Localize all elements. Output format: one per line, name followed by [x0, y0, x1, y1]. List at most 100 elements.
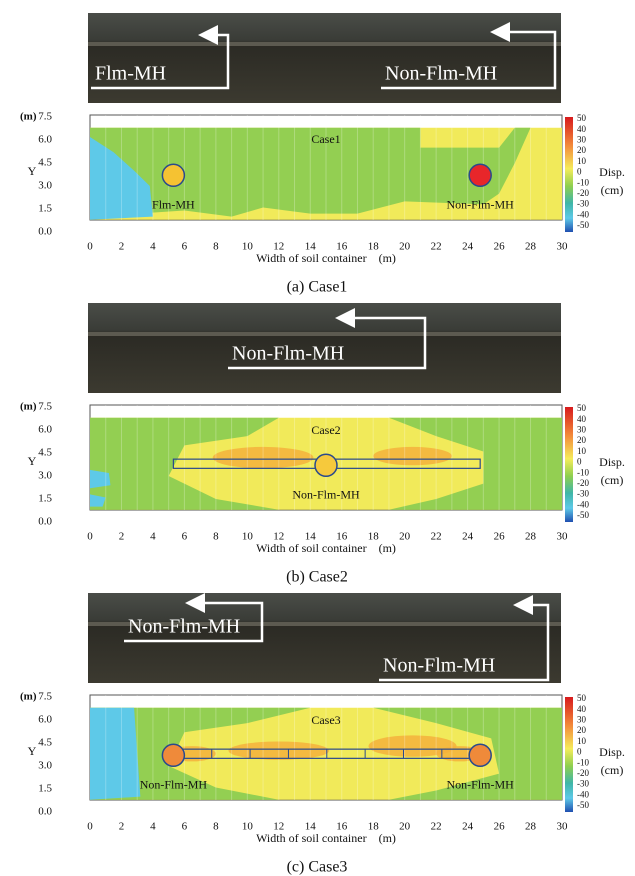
- colorbar-tick-label: 0: [577, 167, 582, 177]
- y-unit: (m): [20, 401, 37, 413]
- colorbar-tick-label: -30: [577, 199, 589, 209]
- colorbar-unit: (cm): [601, 763, 624, 777]
- colorbar-tick-label: -40: [577, 209, 589, 219]
- colorbar-tick-label: 30: [577, 424, 587, 434]
- colorbar-tick-label: -50: [577, 510, 589, 520]
- colorbar-tick-label: -20: [577, 478, 589, 488]
- colorbar-tick-label: -40: [577, 499, 589, 509]
- y-tick-label: 1.5: [38, 783, 52, 795]
- x-tick-label: 26: [494, 821, 506, 833]
- x-tick-label: 28: [525, 821, 537, 833]
- site-marker: [469, 744, 491, 766]
- site-label: Non-Flm-MH: [140, 778, 208, 792]
- y-tick-label: 4.5: [38, 447, 52, 459]
- colorbar-tick-label: 30: [577, 134, 587, 144]
- panel: Flm-MHNon-Flm-MHCase1Flm-MHNon-Flm-MH7.5…: [20, 13, 625, 296]
- caption: (b) Case2: [286, 569, 348, 586]
- x-tick-label: 24: [462, 531, 474, 543]
- colorbar-unit: (cm): [601, 183, 624, 197]
- site-marker: [162, 164, 184, 186]
- site-label: Non-Flm-MH: [292, 488, 360, 502]
- colorbar-tick-label: 50: [577, 693, 587, 703]
- x-tick-label: 24: [462, 241, 474, 253]
- colorbar-tick-label: 0: [577, 457, 582, 467]
- x-tick-label: 26: [494, 531, 506, 543]
- x-tick-label: 6: [182, 821, 188, 833]
- colorbar-tick-label: 20: [577, 725, 587, 735]
- x-tick-label: 8: [213, 241, 219, 253]
- y-tick-label: 6.0: [38, 714, 52, 726]
- colorbar-tick-label: 20: [577, 145, 587, 155]
- x-tick-label: 10: [242, 531, 254, 543]
- x-tick-label: 30: [557, 241, 569, 253]
- x-tick-label: 22: [431, 241, 442, 253]
- case-label: Case2: [311, 423, 340, 437]
- y-tick-label: 6.0: [38, 134, 52, 146]
- colorbar-tick-label: 0: [577, 747, 582, 757]
- photo-edge: [88, 42, 561, 46]
- photo-label: Non-Flm-MH: [232, 343, 344, 365]
- colorbar: [565, 407, 573, 522]
- y-tick-label: 3.0: [38, 470, 52, 482]
- y-tick-label: 0.0: [38, 806, 52, 818]
- y-tick-label: 6.0: [38, 424, 52, 436]
- x-tick-label: 2: [119, 821, 125, 833]
- case-label: Case1: [311, 132, 340, 146]
- y-unit: (m): [20, 111, 37, 123]
- caption: (a) Case1: [287, 279, 348, 296]
- panel: Non-Flm-MHNon-Flm-MHCase3Non-Flm-MHNon-F…: [20, 593, 625, 876]
- x-tick-label: 6: [182, 531, 188, 543]
- y-tick-label: 4.5: [38, 737, 52, 749]
- colorbar-tick-label: 30: [577, 714, 587, 724]
- y-tick-label: 3.0: [38, 180, 52, 192]
- x-tick-label: 8: [213, 531, 219, 543]
- x-tick-label: 8: [213, 821, 219, 833]
- colorbar: [565, 117, 573, 232]
- x-tick-label: 10: [242, 241, 254, 253]
- x-tick-label: 4: [150, 821, 156, 833]
- colorbar-tick-label: 10: [577, 156, 587, 166]
- x-tick-label: 24: [462, 821, 474, 833]
- x-tick-label: 2: [119, 241, 125, 253]
- x-tick-label: 20: [399, 241, 411, 253]
- colorbar-tick-label: -20: [577, 188, 589, 198]
- colorbar-tick-label: 20: [577, 435, 587, 445]
- photo-label: Non-Flm-MH: [385, 63, 497, 85]
- colorbar-tick-label: -50: [577, 800, 589, 810]
- x-tick-label: 20: [399, 821, 411, 833]
- site-label: Flm-MH: [152, 198, 195, 212]
- x-axis-label: Width of soil container (m): [256, 541, 396, 555]
- colorbar-unit: (cm): [601, 473, 624, 487]
- x-tick-label: 0: [87, 241, 93, 253]
- site-marker: [469, 164, 491, 186]
- x-axis-label: Width of soil container (m): [256, 251, 396, 265]
- photo-label: Non-Flm-MH: [128, 616, 240, 638]
- y-unit: (m): [20, 691, 37, 703]
- caption: (c) Case3: [287, 859, 348, 876]
- colorbar-tick-label: -20: [577, 768, 589, 778]
- x-tick-label: 22: [431, 821, 442, 833]
- x-tick-label: 4: [150, 241, 156, 253]
- y-axis-label: Y: [28, 454, 37, 468]
- x-tick-label: 30: [557, 531, 569, 543]
- colorbar-tick-label: -10: [577, 467, 589, 477]
- x-tick-label: 0: [87, 531, 93, 543]
- colorbar-tick-label: 40: [577, 124, 587, 134]
- y-tick-label: 0.0: [38, 516, 52, 528]
- photo-label: Non-Flm-MH: [383, 655, 495, 677]
- y-tick-label: 7.5: [38, 691, 52, 703]
- site-label: Non-Flm-MH: [447, 778, 515, 792]
- photo-label: Flm-MH: [95, 63, 166, 85]
- colorbar-tick-label: -30: [577, 779, 589, 789]
- field-blue: [90, 708, 140, 800]
- y-tick-label: 0.0: [38, 226, 52, 238]
- site-marker: [162, 744, 184, 766]
- colorbar-tick-label: -40: [577, 789, 589, 799]
- y-axis-label: Y: [28, 164, 37, 178]
- x-tick-label: 6: [182, 241, 188, 253]
- colorbar-tick-label: -10: [577, 757, 589, 767]
- x-tick-label: 22: [431, 531, 442, 543]
- field-orange: [373, 447, 452, 465]
- figure: Flm-MH Non-Flm-MH Case1 Flm-MH Non-Flm-MH 7.5…: [0, 0, 635, 876]
- colorbar-tick-label: 10: [577, 446, 587, 456]
